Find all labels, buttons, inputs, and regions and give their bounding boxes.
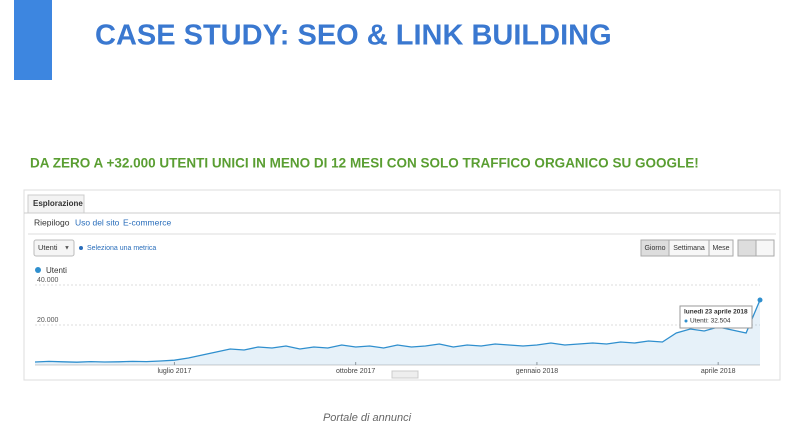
chart-type-button[interactable] bbox=[737, 239, 757, 257]
x-tick-label: ottobre 2017 bbox=[336, 368, 375, 375]
screenshot-frame bbox=[23, 189, 781, 381]
point bbox=[757, 297, 763, 303]
tab-label: Esplorazione bbox=[33, 199, 83, 208]
dropdown-arrow: ▼ bbox=[64, 246, 70, 252]
subtab[interactable]: Uso del sito bbox=[75, 217, 120, 227]
subtab[interactable]: Riepilogo bbox=[34, 217, 70, 227]
x-tick-label: aprile 2018 bbox=[701, 368, 736, 375]
dropdown-label: Utenti bbox=[38, 243, 58, 252]
x-tick-label: gennaio 2018 bbox=[516, 368, 559, 375]
bullet bbox=[79, 246, 83, 250]
legend-marker bbox=[35, 267, 41, 273]
accent-bar bbox=[14, 0, 52, 80]
y-tick-label: 40.000 bbox=[37, 277, 59, 284]
caption: Portale di annunci bbox=[323, 412, 412, 424]
chart-type-button[interactable] bbox=[755, 239, 775, 257]
period-label: Settimana bbox=[673, 245, 705, 252]
tooltip-date: lunedì 23 aprile 2018 bbox=[684, 309, 748, 316]
metric-dropdown[interactable] bbox=[33, 239, 75, 257]
metric-link[interactable]: Seleziona una metrica bbox=[87, 245, 156, 252]
slide-title: CASE STUDY: SEO & LINK BUILDING bbox=[95, 20, 612, 52]
period-label: Giorno bbox=[644, 245, 665, 252]
subtab[interactable]: E-commerce bbox=[123, 217, 171, 227]
slide-subtitle: DA ZERO A +32.000 UTENTI UNICI IN MENO D… bbox=[30, 156, 699, 171]
y-tick-label: 20.000 bbox=[37, 317, 59, 324]
line bbox=[34, 299, 761, 363]
plot: 20.000 40.000 luglio 2017 ottobre 2017 genna… bbox=[34, 277, 763, 375]
x-tick-label: luglio 2017 bbox=[157, 368, 191, 375]
area bbox=[35, 300, 760, 365]
legend-label: Utenti bbox=[46, 266, 67, 275]
tooltip-marker bbox=[684, 319, 688, 323]
resize-handle[interactable] bbox=[391, 370, 419, 379]
tooltip-text: Utenti: 32.504 bbox=[690, 318, 731, 325]
period-button[interactable] bbox=[708, 239, 734, 257]
tooltip-box bbox=[679, 305, 753, 329]
period-label: Mese bbox=[712, 245, 729, 252]
